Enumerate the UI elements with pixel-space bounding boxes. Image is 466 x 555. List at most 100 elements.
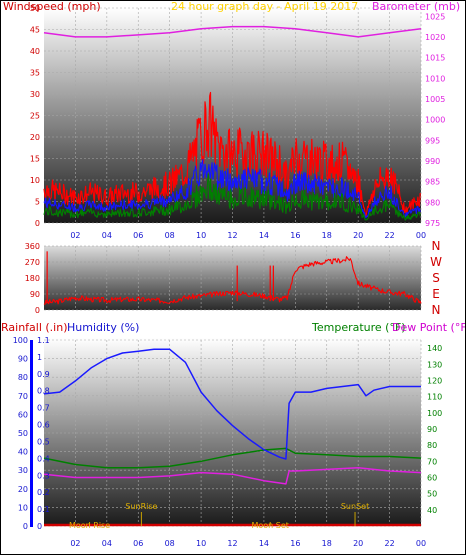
wind-xtick-label: 12	[227, 231, 237, 240]
wind-direction-line	[43, 256, 422, 305]
tick-labels: 0510152025303540455097598098599099510001…	[13, 4, 446, 548]
temperature-axis-label: Temperature (°F)	[311, 321, 406, 334]
humidity-axis-label: Humidity (%)	[67, 321, 139, 334]
lower-xtick-label: 02	[70, 539, 80, 548]
wind-average-line	[43, 158, 421, 219]
humidity-ytick-label: 90	[18, 355, 28, 364]
direction-cardinal-label: S	[432, 271, 440, 285]
baro-ytick-label: 980	[425, 198, 440, 207]
direction-cardinal-label: W	[430, 255, 442, 269]
wind-xtick-label: 18	[322, 231, 332, 240]
rain-axis-bar	[30, 340, 33, 527]
temperature-ytick-label: 60	[427, 473, 437, 482]
rain-ytick-label: 1.1	[37, 336, 50, 345]
temperature-ytick-label: 130	[427, 360, 442, 369]
temperature-ytick-label: 80	[427, 441, 437, 450]
humidity-ytick-label: 80	[18, 373, 28, 382]
rain-ytick-label: 0.6	[37, 421, 50, 430]
wind-ytick-label: 10	[30, 176, 40, 185]
wind-ytick-label: 45	[30, 26, 40, 35]
baro-ytick-label: 1000	[425, 116, 445, 125]
wind-ytick-label: 5	[35, 198, 40, 207]
direction-ytick-label: 270	[25, 258, 40, 267]
lower-xtick-label: 04	[102, 539, 112, 548]
rain-ytick-label: 0	[37, 522, 42, 531]
baro-ytick-label: 1020	[425, 33, 445, 42]
direction-cardinal-label: E	[432, 287, 440, 301]
baro-ytick-label: 975	[425, 219, 440, 228]
baro-ytick-label: 990	[425, 157, 440, 166]
rain-axis-label: Rainfall (.in)	[1, 321, 68, 334]
temperature-line	[43, 447, 422, 469]
direction-ytick-label: 180	[25, 274, 40, 283]
baro-ytick-label: 1005	[425, 95, 445, 104]
dew-point-line	[43, 467, 422, 485]
wind-xtick-label: 08	[165, 231, 175, 240]
wind-ytick-label: 15	[30, 155, 40, 164]
dewpoint-axis-label: Dew Point (°F)	[392, 321, 466, 334]
humidity-ytick-label: 40	[18, 448, 28, 457]
rain-ytick-label: 0.4	[37, 454, 50, 463]
humidity-line	[43, 348, 421, 460]
rain-ytick-label: 0.3	[37, 471, 50, 480]
rain-ytick-label: 0.9	[37, 370, 50, 379]
wind-ytick-label: 40	[30, 47, 40, 56]
wind-xtick-label: 00	[416, 231, 426, 240]
direction-cardinal-label: N	[432, 239, 441, 253]
lower-xtick-label: 22	[384, 539, 394, 548]
rain-ytick-label: 0.2	[37, 488, 50, 497]
wind-xtick-label: 20	[353, 231, 363, 240]
temperature-ytick-label: 120	[427, 376, 442, 385]
rain-ytick-label: 0.1	[37, 505, 50, 514]
event-label: Moon Rise	[69, 521, 110, 530]
wind-ytick-label: 25	[30, 112, 40, 121]
direction-ytick-label: 360	[25, 242, 40, 251]
humidity-ytick-label: 30	[18, 466, 28, 475]
wind-axis-label: Windspeed (mph)	[3, 0, 101, 13]
lower-xtick-label: 18	[322, 539, 332, 548]
humidity-ytick-label: 60	[18, 410, 28, 419]
wind-xtick-label: 04	[102, 231, 112, 240]
lower-xtick-label: 16	[290, 539, 300, 548]
event-label: Moon Set	[251, 521, 288, 530]
lower-xtick-label: 10	[196, 539, 206, 548]
baro-ytick-label: 1025	[425, 12, 445, 21]
temperature-ytick-label: 140	[427, 344, 442, 353]
temperature-ytick-label: 100	[427, 409, 442, 418]
humidity-ytick-label: 100	[13, 336, 28, 345]
wind-xtick-label: 22	[384, 231, 394, 240]
temperature-ytick-label: 70	[427, 457, 437, 466]
temperature-ytick-label: 50	[427, 490, 437, 499]
lower-xtick-label: 14	[259, 539, 269, 548]
rain-ytick-label: 0.7	[37, 404, 50, 413]
wind-ytick-label: 20	[30, 133, 40, 142]
wind-ytick-label: 35	[30, 69, 40, 78]
lower-xtick-label: 08	[165, 539, 175, 548]
baro-ytick-label: 985	[425, 178, 440, 187]
barometer-axis-label: Barometer (mb)	[372, 0, 460, 13]
wind-xtick-label: 02	[70, 231, 80, 240]
barometer-line	[43, 25, 422, 38]
rain-ytick-label: 0.5	[37, 437, 50, 446]
temperature-ytick-label: 40	[427, 506, 437, 515]
series-layer	[43, 25, 422, 527]
humidity-ytick-label: 10	[18, 503, 28, 512]
wind-xtick-label: 06	[133, 231, 143, 240]
baro-ytick-label: 1015	[425, 54, 445, 63]
wind-minimum-line	[43, 173, 421, 221]
humidity-ytick-label: 70	[18, 392, 28, 401]
temperature-ytick-label: 90	[427, 425, 437, 434]
wind-ytick-label: 0	[35, 219, 40, 228]
wind-xtick-label: 16	[290, 231, 300, 240]
rain-ytick-label: 1	[37, 353, 42, 362]
lower-xtick-label: 20	[353, 539, 363, 548]
temperature-ytick-label: 110	[427, 393, 442, 402]
event-label: SunSet	[341, 502, 369, 511]
wind-xtick-label: 14	[259, 231, 269, 240]
direction-ytick-label: 90	[30, 290, 40, 299]
direction-ytick-label: 0	[35, 306, 40, 315]
baro-ytick-label: 1010	[425, 74, 445, 83]
humidity-ytick-label: 50	[18, 429, 28, 438]
direction-cardinal-label: N	[432, 303, 441, 317]
